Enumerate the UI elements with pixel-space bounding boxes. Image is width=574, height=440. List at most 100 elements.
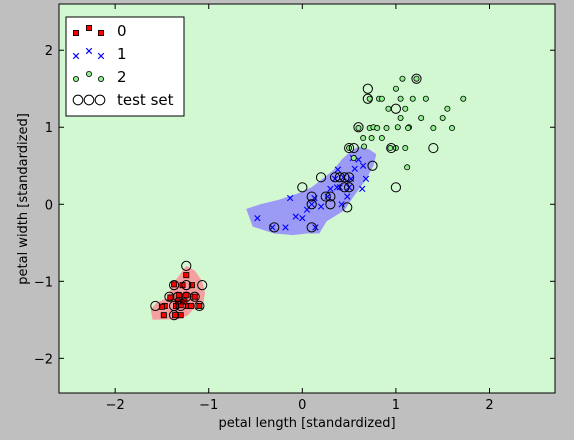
data-point-test-set [197, 280, 208, 291]
data-point-0 [160, 312, 167, 319]
data-point-test-set [362, 93, 373, 104]
y-tick-label: −2 [34, 352, 53, 367]
data-point-0 [183, 272, 190, 279]
data-point-2 [383, 125, 390, 132]
axis-ticks: −2 −1 0 1 2 −2 −1 0 1 2 [34, 4, 555, 413]
data-point-0 [187, 302, 194, 309]
legend-marker-1 [97, 52, 105, 60]
legend-entry: test set [72, 91, 174, 109]
data-point-2 [430, 125, 437, 132]
data-point-2 [374, 125, 381, 132]
data-point-1 [327, 185, 334, 193]
data-point-2 [439, 115, 446, 122]
data-point-test-set [344, 182, 355, 193]
data-point-1 [334, 166, 342, 173]
y-tick-label: 1 [45, 121, 53, 136]
legend-marker-2 [73, 76, 80, 83]
legend-marker-test-set [94, 94, 106, 106]
data-point-0 [183, 292, 190, 299]
data-point-2 [355, 125, 362, 132]
data-point-1 [359, 185, 366, 193]
data-point-2 [360, 135, 367, 142]
plot-frame [58, 3, 556, 394]
data-point-test-set [428, 142, 439, 154]
y-tick-label: 0 [45, 198, 53, 213]
data-point-2 [385, 105, 392, 112]
legend-entry: 0 [73, 22, 127, 40]
data-point-1 [362, 175, 370, 183]
data-point-test-set [315, 172, 327, 183]
data-point-test-set [353, 122, 364, 133]
data-point-test-set [344, 172, 355, 183]
data-point-2 [402, 105, 409, 112]
data-point-1 [299, 214, 306, 222]
legend-label: 2 [117, 68, 127, 86]
legend-marker-1 [72, 52, 80, 60]
data-point-2 [413, 75, 420, 82]
data-point-1 [286, 194, 294, 202]
data-point-0 [172, 312, 179, 319]
legend-marker-0 [98, 29, 105, 36]
legend: 0 1 2 test set [65, 16, 185, 117]
data-point-test-set [390, 103, 402, 114]
legend-box [65, 16, 185, 117]
data-point-0 [167, 294, 174, 301]
data-point-test-set [194, 300, 205, 312]
data-point-test-set [342, 202, 353, 213]
data-point-test-set [181, 280, 192, 291]
data-point-2 [449, 125, 456, 132]
data-point-0 [188, 282, 195, 289]
data-point-2 [368, 135, 375, 142]
legend-label: 0 [117, 22, 127, 40]
x-tick-label: 1 [392, 398, 400, 413]
data-point-test-set [344, 142, 355, 154]
data-point-2 [418, 115, 425, 122]
x-axis-label: petal length [standardized] [218, 416, 395, 431]
data-point-2 [409, 95, 416, 102]
data-point-0 [196, 302, 203, 309]
data-point-test-set [169, 280, 180, 291]
legend-marker-2 [86, 71, 93, 78]
data-point-2 [392, 85, 399, 92]
data-point-0 [158, 303, 165, 310]
data-point-test-set [325, 199, 336, 210]
y-tick-label: 2 [45, 44, 53, 59]
data-point-0 [191, 293, 198, 300]
data-point-1 [333, 184, 341, 191]
data-point-2 [460, 95, 467, 102]
data-point-1 [269, 224, 276, 231]
data-point-test-set [320, 191, 331, 202]
legend-marker-1 [85, 47, 93, 55]
data-point-2 [444, 105, 451, 112]
data-point-2 [387, 145, 394, 152]
data-point-1 [338, 201, 345, 208]
data-point-test-set [169, 310, 180, 321]
data-point-2 [397, 95, 404, 102]
data-point-test-set [390, 182, 402, 193]
data-point-test-set [348, 142, 359, 154]
data-point-test-set [175, 300, 186, 312]
data-point-test-set [325, 191, 336, 202]
data-point-2 [361, 143, 368, 150]
data-point-test-set [411, 73, 422, 84]
data-point-1 [344, 193, 351, 200]
data-point-test-set [181, 291, 192, 302]
data-point-2 [378, 95, 385, 102]
data-point-test-set [339, 172, 350, 183]
data-point-2 [394, 124, 401, 131]
data-point-1 [292, 213, 299, 220]
data-point-2 [404, 164, 411, 171]
data-point-1 [308, 201, 315, 208]
data-point-test-set [339, 182, 350, 193]
data-point-test-set [386, 142, 397, 154]
data-point-test-set [306, 199, 317, 210]
x-tick-label: 0 [298, 398, 306, 413]
legend-marker-0 [73, 29, 80, 36]
legend-label: 1 [117, 45, 127, 63]
data-point-1 [282, 224, 289, 231]
legend-entry: 1 [72, 45, 127, 63]
data-point-2 [378, 135, 385, 142]
data-point-test-set [297, 182, 308, 193]
data-point-1 [317, 203, 325, 210]
